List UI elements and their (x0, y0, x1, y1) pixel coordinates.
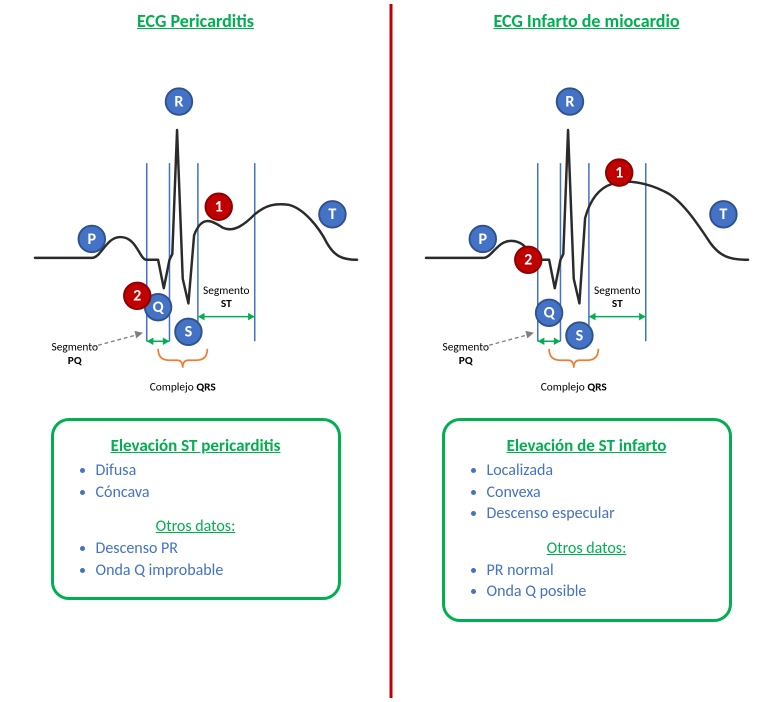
list-item: Cóncava (96, 482, 320, 504)
svg-text:SegmentoPQ: SegmentoPQ (442, 341, 489, 368)
badge-1: 1 (205, 193, 232, 220)
info-subheading-right: Otros datos: (463, 539, 711, 558)
list-item: Onda Q posible (487, 581, 711, 603)
svg-text:R: R (565, 92, 574, 111)
ecg-waveform (34, 130, 356, 303)
list-item: Descenso especular (487, 503, 711, 525)
info-list2-left: Descenso PROnda Q improbable (78, 538, 320, 581)
badge-R: R (556, 88, 583, 115)
list-item: Onda Q improbable (96, 560, 320, 582)
ecg-pericarditis: SegmentoST SegmentoPQ Complejo QRS P R Q S T 1 2 (16, 40, 376, 400)
ecg-infarto: SegmentoST SegmentoPQ Complejo QRS P R Q S T 1 2 (407, 40, 767, 400)
badge-Q: Q (535, 300, 562, 327)
svg-text:SegmentoST: SegmentoST (594, 284, 641, 311)
title-right: ECG Infarto de miocardio (397, 10, 776, 32)
info-box-left: Elevación ST pericarditis DifusaCóncava … (51, 418, 341, 600)
list-item: Descenso PR (96, 538, 320, 560)
svg-text:Complejo QRS: Complejo QRS (540, 381, 607, 395)
qrs-bracket (549, 349, 598, 368)
svg-text:P: P (478, 230, 487, 249)
info-list-right: LocalizadaConvexaDescenso especular (469, 460, 711, 525)
svg-text:R: R (174, 92, 183, 111)
svg-text:T: T (719, 205, 727, 224)
svg-text:Complejo QRS: Complejo QRS (149, 381, 216, 395)
badge-T: T (319, 201, 346, 228)
badge-S: S (566, 322, 593, 349)
svg-text:2: 2 (133, 287, 141, 306)
badge-1: 1 (605, 159, 632, 186)
title-left: ECG Pericarditis (6, 10, 385, 32)
svg-text:1: 1 (214, 198, 222, 217)
svg-text:2: 2 (524, 251, 532, 270)
info-box-right: Elevación de ST infarto LocalizadaConvex… (442, 418, 732, 622)
svg-text:S: S (184, 323, 192, 342)
info-heading-left: Elevación ST pericarditis (72, 435, 320, 456)
svg-text:SegmentoST: SegmentoST (203, 284, 250, 311)
badge-P: P (469, 226, 496, 253)
badge-T: T (710, 201, 737, 228)
vertical-divider (390, 4, 393, 698)
svg-text:P: P (87, 230, 96, 249)
svg-text:1: 1 (615, 163, 623, 182)
badge-2: 2 (515, 247, 542, 274)
info-list2-right: PR normalOnda Q posible (469, 560, 711, 603)
info-heading-right: Elevación de ST infarto (463, 435, 711, 456)
info-list-left: DifusaCóncava (78, 460, 320, 503)
svg-text:S: S (575, 326, 583, 345)
badge-S: S (175, 319, 202, 346)
badge-R: R (165, 88, 192, 115)
svg-text:T: T (328, 205, 336, 224)
list-item: Difusa (96, 460, 320, 482)
panel-infarto: ECG Infarto de miocardio SegmentoSTSegme… (391, 0, 782, 702)
list-item: PR normal (487, 560, 711, 582)
badge-2: 2 (124, 283, 151, 310)
svg-text:SegmentoPQ: SegmentoPQ (51, 341, 98, 368)
list-item: Convexa (487, 482, 711, 504)
panel-pericarditis: ECG Pericarditis SegmentoST SegmentoPQ Com… (0, 0, 391, 702)
svg-text:Q: Q (543, 304, 555, 323)
svg-text:Q: Q (152, 298, 164, 317)
qrs-bracket (158, 349, 207, 368)
badge-P: P (78, 226, 105, 253)
list-item: Localizada (487, 460, 711, 482)
info-subheading-left: Otros datos: (72, 517, 320, 536)
ecg-waveform (425, 130, 747, 303)
